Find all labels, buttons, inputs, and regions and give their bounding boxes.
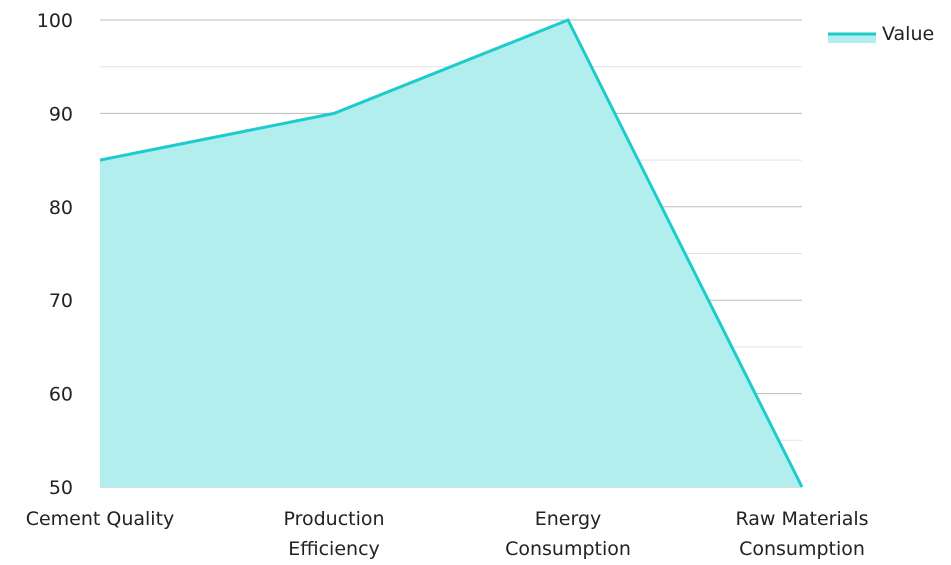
y-tick-label: 80 bbox=[49, 197, 73, 219]
x-tick-label: Cement Quality bbox=[26, 508, 175, 530]
x-axis: Cement Quality Production Efficiency Energy… bbox=[26, 508, 869, 560]
y-axis: 50 60 70 80 90 100 bbox=[37, 10, 73, 499]
legend: Value bbox=[828, 23, 934, 45]
legend-label: Value bbox=[882, 23, 934, 45]
y-tick-label: 70 bbox=[49, 290, 73, 312]
series-line-value bbox=[99, 18, 804, 488]
x-tick-label: Energy Consumption bbox=[505, 508, 631, 560]
y-tick-label: 60 bbox=[49, 384, 73, 406]
legend-swatch bbox=[828, 34, 876, 43]
y-tick-label: 50 bbox=[49, 477, 73, 499]
x-tick-label: Raw Materials Consumption bbox=[735, 508, 868, 560]
y-tick-label: 90 bbox=[49, 103, 73, 125]
x-tick-label: Production Efficiency bbox=[283, 508, 384, 560]
plot-area bbox=[99, 18, 804, 488]
y-tick-label: 100 bbox=[37, 10, 73, 32]
